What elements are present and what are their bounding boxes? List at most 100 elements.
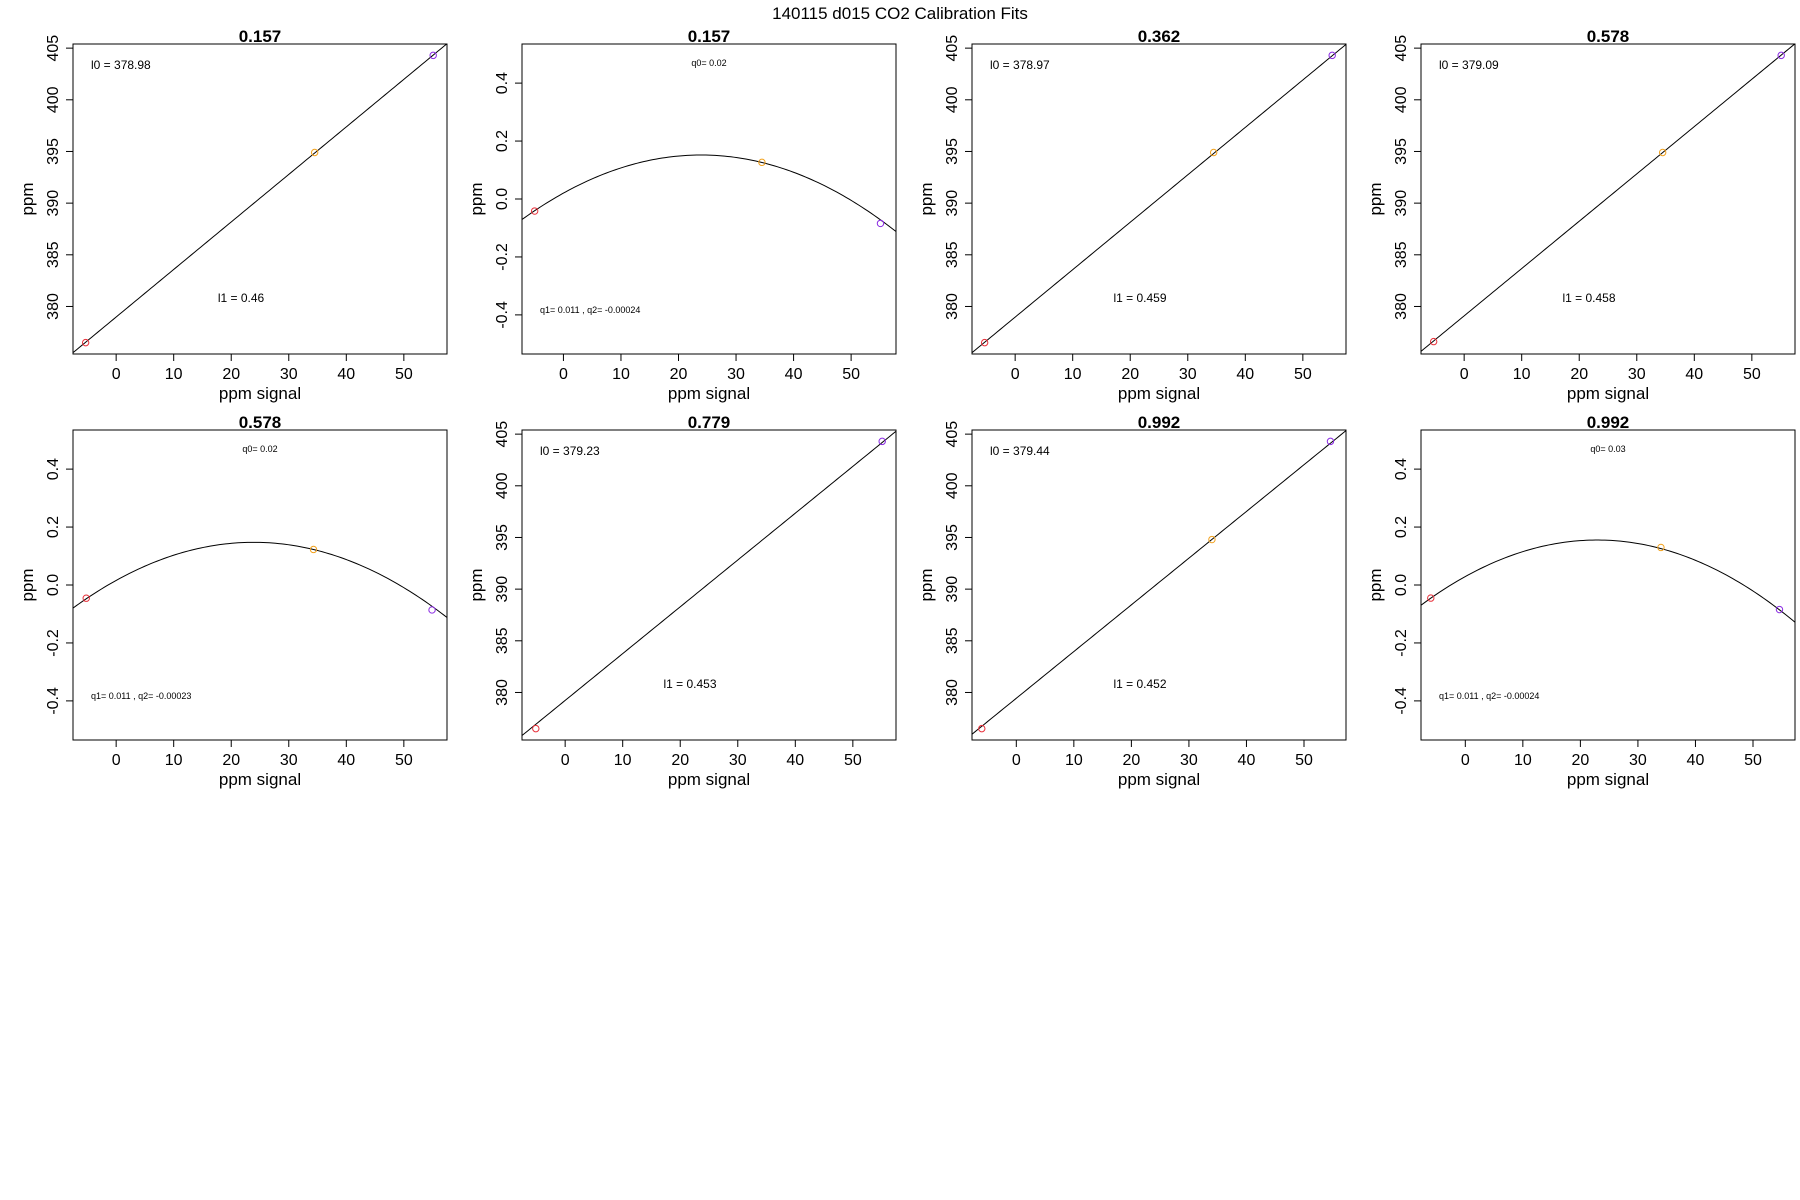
y-tick-label: 0.2	[45, 516, 62, 538]
chart-panel-5: 0.578 0 10 20 30 40 50 ppm signal -0.4 -0.2 0.0 0.2…	[18, 413, 448, 789]
calibration-point	[81, 338, 90, 347]
y-tick-label: 385	[944, 627, 961, 654]
y-tick-label: 0.2	[1393, 516, 1410, 538]
y-tick-label: 400	[944, 472, 961, 499]
y-tick-label: 405	[944, 35, 961, 62]
y-tick-label: 0.4	[45, 458, 62, 480]
calibration-point	[978, 724, 986, 733]
calibration-point	[1328, 51, 1336, 60]
x-tick-label: 50	[395, 366, 413, 383]
x-tick-label: 50	[1744, 752, 1762, 769]
x-tick-label: 10	[1065, 752, 1083, 769]
q1-q2-annotation: q1= 0.011 , q2= -0.00024	[1439, 691, 1539, 701]
y-tick-label: 395	[944, 138, 961, 165]
x-tick-label: 20	[670, 366, 688, 383]
fit-curve	[522, 430, 896, 736]
y-tick-label: 400	[944, 86, 961, 113]
x-tick-label: 30	[280, 752, 298, 769]
calibration-point	[1657, 543, 1665, 552]
y-tick-label: 390	[944, 190, 961, 217]
q1-q2-annotation: q1= 0.011 , q2= -0.00024	[540, 305, 640, 315]
y-axis-label: ppm	[1366, 568, 1385, 601]
figure-title: 140115 d015 CO2 Calibration Fits	[772, 4, 1028, 23]
chart-panel-6: 0.779 0 10 20 30 40 50 ppm signal 380 385 390 395 40…	[467, 413, 897, 789]
chart-panel-7: 0.992 0 10 20 30 40 50 ppm signal 380 385 390 395 40…	[917, 413, 1347, 789]
x-tick-label: 0	[112, 366, 121, 383]
calibration-point	[1427, 594, 1435, 602]
y-tick-label: 380	[494, 679, 511, 706]
y-tick-label: 0.0	[1393, 574, 1410, 596]
x-tick-label: 40	[786, 752, 804, 769]
x-tick-label: 20	[1122, 752, 1140, 769]
x-axis-label: ppm signal	[1118, 384, 1200, 403]
slope-annotation: l1 = 0.458	[1562, 291, 1615, 305]
x-tick-label: 0	[112, 752, 121, 769]
y-tick-label: 385	[494, 627, 511, 654]
x-tick-label: 30	[1179, 366, 1197, 383]
x-tick-label: 40	[1236, 366, 1254, 383]
x-tick-label: 50	[842, 366, 860, 383]
x-axis-label: ppm signal	[1118, 770, 1200, 789]
y-tick-label: 395	[494, 524, 511, 551]
chart-panel-3: 0.362 0 10 20 30 40 50 ppm signal 380 385 390 395 40…	[917, 27, 1347, 403]
x-axis-label: ppm signal	[1567, 384, 1649, 403]
x-tick-label: 30	[729, 752, 747, 769]
x-tick-label: 20	[671, 752, 689, 769]
y-tick-label: -0.2	[1393, 629, 1410, 657]
x-axis-label: ppm signal	[1567, 770, 1649, 789]
calibration-point	[1777, 51, 1785, 60]
x-tick-label: 30	[1628, 366, 1646, 383]
x-tick-label: 0	[1460, 366, 1469, 383]
panel-title: 0.992	[1587, 413, 1630, 432]
calibration-point	[1326, 437, 1335, 446]
fit-curve	[73, 44, 447, 354]
calibration-point	[1429, 337, 1438, 346]
x-tick-label: 0	[561, 752, 570, 769]
y-axis-label: ppm	[467, 568, 486, 601]
panel-title: 0.779	[688, 413, 731, 432]
x-tick-label: 40	[337, 366, 355, 383]
x-axis-label: ppm signal	[668, 770, 750, 789]
y-tick-label: -0.4	[45, 687, 62, 715]
panel-title: 0.157	[688, 27, 731, 46]
fit-curve	[73, 541, 447, 618]
y-tick-label: 400	[45, 86, 62, 113]
x-tick-label: 10	[612, 366, 630, 383]
panel-title: 0.157	[239, 27, 282, 46]
x-tick-label: 20	[1570, 366, 1588, 383]
chart-panel-8: 0.992 0 10 20 30 40 50 ppm signal -0.4 -0.2 0.0 0.2…	[1366, 413, 1796, 789]
x-tick-label: 30	[727, 366, 745, 383]
y-tick-label: 400	[494, 472, 511, 499]
y-axis-label: ppm	[467, 182, 486, 215]
x-axis-label: ppm signal	[219, 770, 301, 789]
chart-panel-2: 0.157 0 10 20 30 40 50 ppm signal -0.4 -0.2 0.0 0.2…	[467, 27, 897, 403]
y-tick-label: -0.4	[1393, 687, 1410, 715]
y-tick-label: 405	[45, 35, 62, 62]
y-tick-label: 405	[944, 421, 961, 448]
x-tick-label: 0	[559, 366, 568, 383]
intercept-annotation: l0 = 379.09	[1439, 58, 1499, 72]
calibration-point	[530, 207, 539, 215]
x-tick-label: 20	[1571, 752, 1589, 769]
calibration-point	[878, 437, 886, 446]
x-tick-label: 10	[1513, 366, 1531, 383]
y-tick-label: 0.4	[1393, 458, 1410, 480]
calibration-point	[1209, 148, 1218, 157]
x-tick-label: 40	[785, 366, 803, 383]
x-tick-label: 20	[222, 752, 240, 769]
x-tick-label: 0	[1461, 752, 1470, 769]
y-axis-label: ppm	[18, 182, 37, 215]
calibration-point	[1775, 605, 1784, 614]
panel-title: 0.992	[1138, 413, 1181, 432]
x-tick-label: 30	[1180, 752, 1198, 769]
fit-curve	[1421, 539, 1795, 623]
y-tick-label: 380	[1393, 293, 1410, 320]
y-tick-label: 405	[494, 421, 511, 448]
y-tick-label: 385	[1393, 241, 1410, 268]
slope-annotation: l1 = 0.459	[1113, 291, 1166, 305]
x-tick-label: 40	[1238, 752, 1256, 769]
chart-panel-4: 0.578 0 10 20 30 40 50 ppm signal 380 385 390 395 40…	[1366, 27, 1796, 403]
